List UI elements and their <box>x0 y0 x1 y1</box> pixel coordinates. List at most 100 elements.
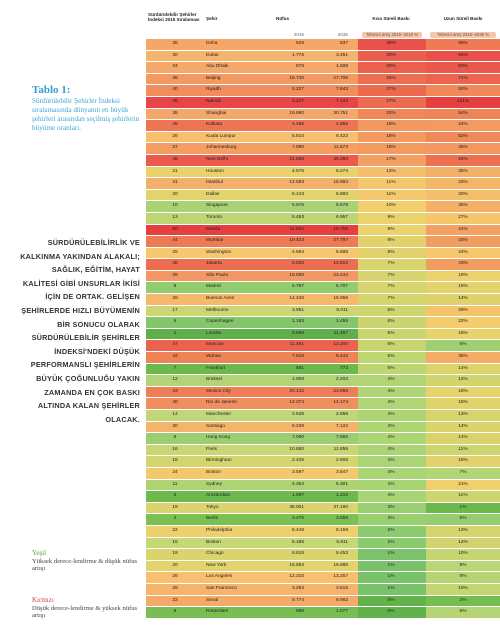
population-2035-cell: 773 <box>339 365 348 371</box>
table-row: 44 Mumbai 19.423 27.797 8% 43% <box>146 236 500 248</box>
short-pressure-cell: 9% <box>387 214 395 220</box>
row-rank-color <box>146 328 358 340</box>
rank-cell: 16 <box>172 446 178 452</box>
rank-cell: 49 <box>172 98 178 104</box>
header-population: Nüfus <box>276 16 290 21</box>
short-pressure-color <box>358 73 426 85</box>
rank-cell: 11 <box>172 481 178 487</box>
long-pressure-cell: 11% <box>458 493 468 499</box>
long-pressure-cell: 6% <box>459 342 467 348</box>
city-cell: Kuala Lumpur <box>206 133 236 139</box>
long-pressure-cell: 52% <box>458 87 468 93</box>
rank-cell: 38 <box>172 75 178 81</box>
city-cell: Berlin <box>206 516 219 522</box>
table-row: 19 Tokyo 38.001 37.190 3% 1% <box>146 502 500 515</box>
table-row: 13 Toronto 5.493 6.957 9% 27% <box>146 212 500 225</box>
long-pressure-color <box>426 317 500 328</box>
table-row: 12 Brüksel 1.958 2.203 4% 12% <box>146 375 500 387</box>
population-2035-cell: 7.943 <box>335 87 348 93</box>
table-body: 35 Doha 529 837 35% 58% 30 Dubai 1.776 3.451 30% 94… <box>146 39 500 619</box>
row-rank-color <box>146 595 358 607</box>
short-pressure-color <box>358 491 426 502</box>
table-row: 35 Shanghai 19.980 30.751 22% 54% <box>146 108 500 121</box>
long-pressure-color <box>426 166 500 178</box>
short-pressure-color <box>358 178 426 189</box>
long-pressure-color <box>426 340 500 352</box>
city-cell: Doha <box>206 41 218 46</box>
population-2015-cell: 2.425 <box>291 458 304 464</box>
city-cell: Hong Kong <box>206 435 231 441</box>
city-cell: Houston <box>206 168 224 174</box>
long-pressure-cell: 45% <box>458 145 468 151</box>
table-row: 9 Hong Kong 7.090 7.865 4% 14% <box>146 433 500 445</box>
short-pressure-cell: 1% <box>387 551 395 557</box>
long-pressure-cell: 22% <box>458 319 468 325</box>
population-2015-cell: 529 <box>295 41 304 46</box>
population-2035-cell: 16.956 <box>333 296 348 302</box>
long-pressure-color <box>426 328 500 340</box>
short-pressure-cell: 8% <box>387 238 395 244</box>
table-row: 31 İstanbul 12.593 16.894 11% 33% <box>146 178 500 190</box>
short-pressure-cell: 6% <box>387 319 395 325</box>
table-row: 18 Birmingham 2.425 2.808 4% 16% <box>146 456 500 468</box>
legend-red: Kırmızı Düşük derece-lendirme & yüksek n… <box>32 596 140 620</box>
table-row: 45 Kolkata 4.486 4.958 18% 44% <box>146 120 500 132</box>
city-cell: São Paulo <box>206 272 229 278</box>
population-2035-cell: 7.865 <box>335 435 348 441</box>
table-row: 47 Moscow 11.451 12.200 6% 6% <box>146 340 500 353</box>
row-rank-color <box>146 62 358 73</box>
long-pressure-color <box>426 525 500 537</box>
population-2035-cell: 11.573 <box>333 145 348 151</box>
rank-cell: 10 <box>172 203 178 209</box>
short-pressure-cell: 22% <box>386 110 396 116</box>
long-pressure-color <box>426 583 500 595</box>
table-row: 43 Mexico City 20.142 23.865 4% 18% <box>146 386 500 399</box>
row-rank-color <box>146 479 358 491</box>
city-cell: İstanbul <box>206 180 223 186</box>
short-pressure-cell: 10% <box>386 203 396 209</box>
table-row: 7 Frankfurt 681 773 5% 14% <box>146 363 500 376</box>
long-pressure-color <box>426 444 500 456</box>
population-2015-cell: 7.090 <box>291 435 304 441</box>
population-2035-cell: 5.611 <box>336 539 348 545</box>
population-2035-cell: 1.608 <box>335 64 348 70</box>
table-row: 49 Nairobi 3.227 7.143 27% 121% <box>146 96 500 109</box>
rank-cell: 30 <box>172 423 178 429</box>
long-pressure-color <box>426 73 500 85</box>
short-pressure-color <box>358 375 426 386</box>
short-pressure-cell: 18% <box>386 122 396 128</box>
legend-red-key: Kırmızı <box>32 596 54 604</box>
population-2015-cell: 9.774 <box>291 597 304 603</box>
city-cell: Paris <box>206 446 217 452</box>
short-pressure-cell: 8% <box>387 249 395 255</box>
short-pressure-color <box>358 282 426 294</box>
long-pressure-cell: 44% <box>458 122 468 128</box>
city-cell: Manila <box>206 226 221 232</box>
table-row: 8 Madrid 5.787 6.707 7% 16% <box>146 282 500 295</box>
short-pressure-color <box>358 224 426 236</box>
population-2015-cell: 2.538 <box>291 412 304 417</box>
population-2015-cell: 21.855 <box>289 156 304 162</box>
population-2035-cell: 36.060 <box>333 156 348 162</box>
long-pressure-cell: 33% <box>458 180 468 186</box>
row-rank-color <box>146 583 358 595</box>
long-pressure-color <box>426 375 500 386</box>
left-panel: Tablo 1: Sürdürülebilir Şehirler İndeksi… <box>0 0 140 640</box>
short-pressure-color <box>358 120 426 131</box>
population-2035-cell: 13.257 <box>333 574 348 580</box>
long-pressure-color <box>426 189 500 201</box>
city-cell: Nairobi <box>206 98 222 104</box>
short-pressure-color <box>358 96 426 108</box>
short-pressure-cell: 6% <box>387 342 395 348</box>
city-cell: Boston <box>206 539 221 545</box>
long-pressure-color <box>426 352 500 363</box>
row-rank-color <box>146 39 358 50</box>
population-2035-cell: 3.615 <box>335 585 348 591</box>
header-city: Şehir <box>206 16 218 21</box>
short-pressure-color <box>358 572 426 583</box>
rank-cell: 12 <box>172 377 178 383</box>
short-pressure-color <box>358 421 426 433</box>
long-pressure-cell: 54% <box>458 110 468 116</box>
short-pressure-cell: 4% <box>387 388 395 394</box>
long-pressure-cell: 8% <box>459 574 467 580</box>
